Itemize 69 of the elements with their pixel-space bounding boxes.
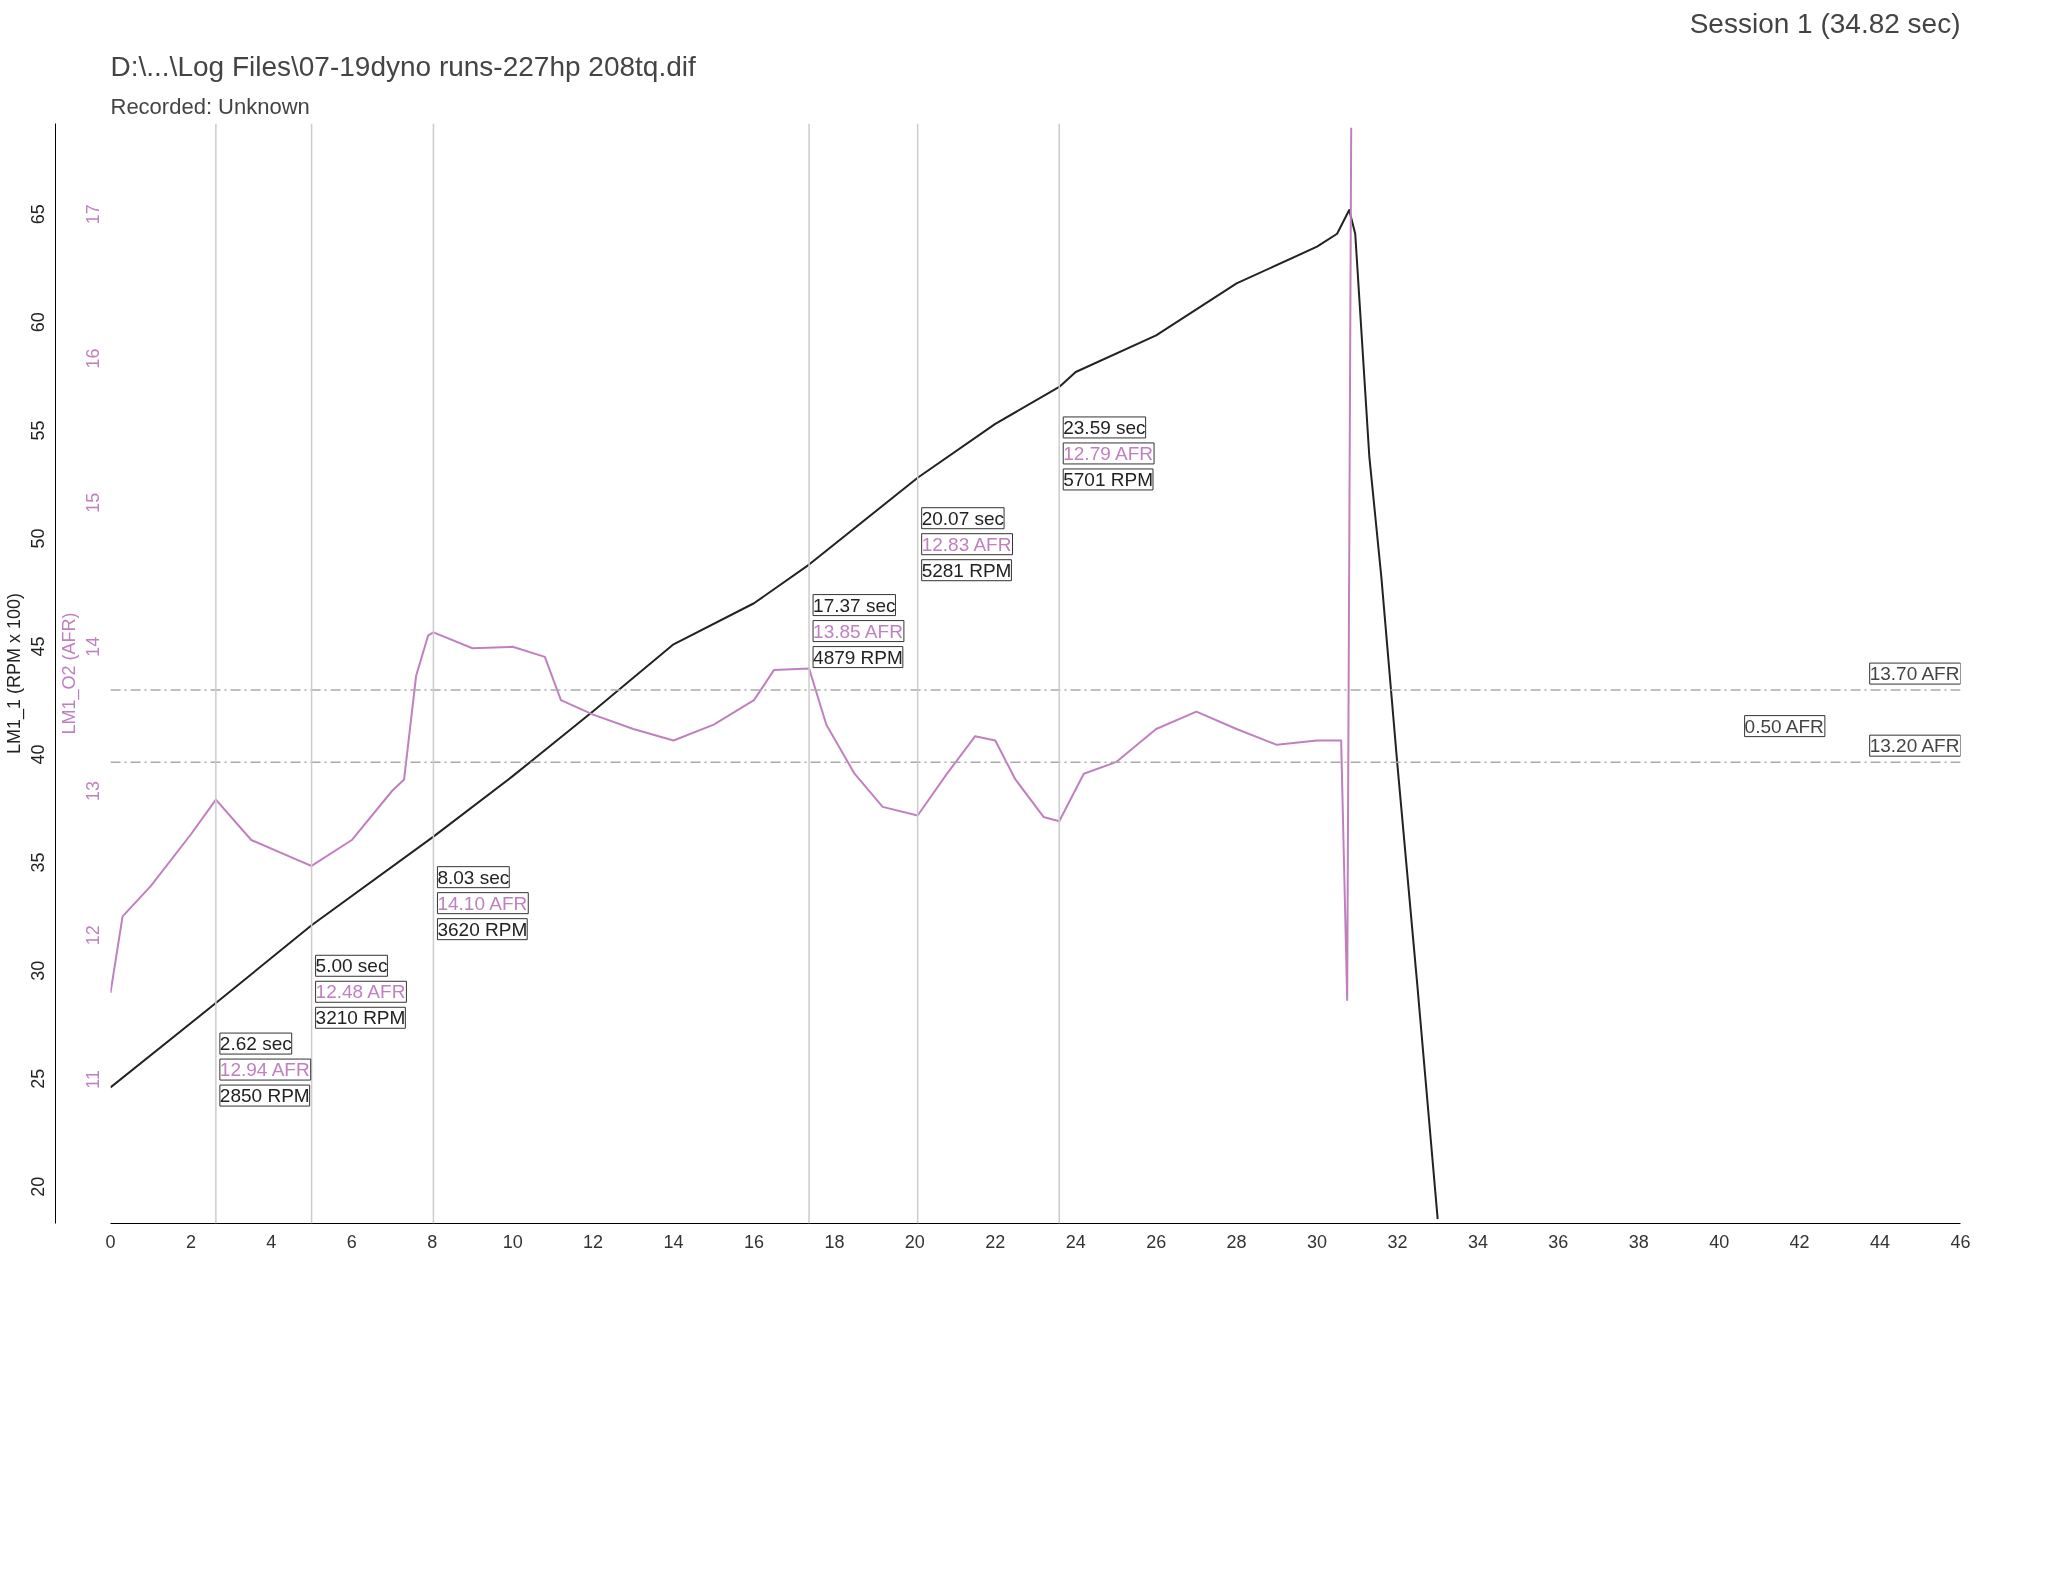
- x-tick-label: 38: [1628, 1231, 1649, 1252]
- y2-tick-label: 15: [83, 492, 104, 513]
- x-tick-label: 6: [346, 1231, 357, 1252]
- x-tick-label: 26: [1146, 1231, 1167, 1252]
- x-tick-label: 34: [1467, 1231, 1488, 1252]
- annotation: 0.50 AFR: [1744, 715, 1824, 737]
- y2-tick-label: 14: [83, 636, 104, 657]
- y-tick-label: 40: [28, 744, 49, 765]
- x-tick-label: 46: [1950, 1231, 1971, 1252]
- ref-line-label: 17.37 sec: [813, 594, 896, 616]
- x-tick-label: 32: [1387, 1231, 1408, 1252]
- x-tick-label: 0: [105, 1231, 116, 1252]
- y-axis-title: LM1_1 (RPM x 100): [3, 592, 25, 755]
- annotation: 12.94 AFR: [219, 1059, 310, 1081]
- x-tick-label: 40: [1709, 1231, 1730, 1252]
- annotation: 12.48 AFR: [315, 981, 406, 1003]
- y2-tick-label: 12: [83, 925, 104, 946]
- annotation: 14.10 AFR: [437, 892, 528, 914]
- line-series: [110, 208, 1439, 1221]
- x-tick-label: 12: [583, 1231, 604, 1252]
- y-tick-label: 35: [28, 852, 49, 873]
- annotation: 5281 RPM: [921, 559, 1012, 581]
- annotation: 2850 RPM: [219, 1085, 310, 1107]
- y-tick-label: 65: [28, 204, 49, 225]
- annotation: 12.79 AFR: [1063, 442, 1154, 464]
- x-tick-label: 14: [663, 1231, 684, 1252]
- y2-tick-label: 11: [83, 1069, 104, 1089]
- x-tick-label: 22: [985, 1231, 1006, 1252]
- ref-line-label: 8.03 sec: [437, 866, 510, 888]
- y-tick-label: 30: [28, 960, 49, 981]
- x-tick-label: 44: [1870, 1231, 1891, 1252]
- ref-line-label: 13.20 AFR: [1869, 735, 1960, 757]
- y-tick-label: 25: [28, 1068, 49, 1089]
- x-tick-label: 18: [824, 1231, 845, 1252]
- ref-line-label: 20.07 sec: [921, 507, 1005, 529]
- y2-tick-label: 17: [83, 204, 104, 225]
- ref-line-label: 13.70 AFR: [1869, 663, 1960, 685]
- x-tick-label: 20: [904, 1231, 925, 1252]
- chart-subtitle: Recorded: Unknown: [110, 93, 310, 119]
- y-tick-label: 60: [28, 312, 49, 333]
- text: Session 1 (34.82 sec): [1689, 7, 1961, 39]
- chart-title: D:\...\Log Files\07-19dyno runs-227hp 208tq.dif: [110, 50, 696, 82]
- x-tick-label: 28: [1226, 1231, 1247, 1252]
- x-tick-label: 36: [1548, 1231, 1569, 1252]
- x-tick-label: 4: [266, 1231, 277, 1252]
- x-tick-label: 10: [502, 1231, 523, 1252]
- y-tick-label: 55: [28, 420, 49, 441]
- ref-line-label: 2.62 sec: [219, 1033, 292, 1055]
- annotation: 4879 RPM: [813, 646, 903, 668]
- annotation: 13.85 AFR: [813, 620, 903, 642]
- x-tick-label: 2: [185, 1231, 196, 1252]
- annotation: 5701 RPM: [1063, 468, 1154, 490]
- y2-tick-label: 13: [83, 780, 104, 802]
- x-tick-label: 8: [427, 1231, 438, 1252]
- y2-axis-title: LM1_O2 (AFR): [58, 612, 80, 735]
- x-tick-label: 24: [1065, 1231, 1086, 1252]
- annotation: 12.83 AFR: [921, 533, 1012, 555]
- annotation: 3210 RPM: [315, 1007, 406, 1029]
- x-tick-label: 42: [1789, 1231, 1810, 1252]
- y-tick-label: 20: [28, 1176, 49, 1197]
- y-tick-label: 50: [28, 528, 49, 549]
- x-tick-label: 30: [1307, 1231, 1328, 1252]
- y2-tick-label: 16: [83, 348, 104, 369]
- line-series: [110, 126, 1353, 1002]
- ref-line-label: 5.00 sec: [315, 955, 388, 977]
- annotation: 3620 RPM: [437, 918, 528, 940]
- y-tick-label: 45: [28, 636, 49, 657]
- x-tick-label: 16: [743, 1231, 764, 1252]
- ref-line-label: 23.59 sec: [1063, 416, 1146, 438]
